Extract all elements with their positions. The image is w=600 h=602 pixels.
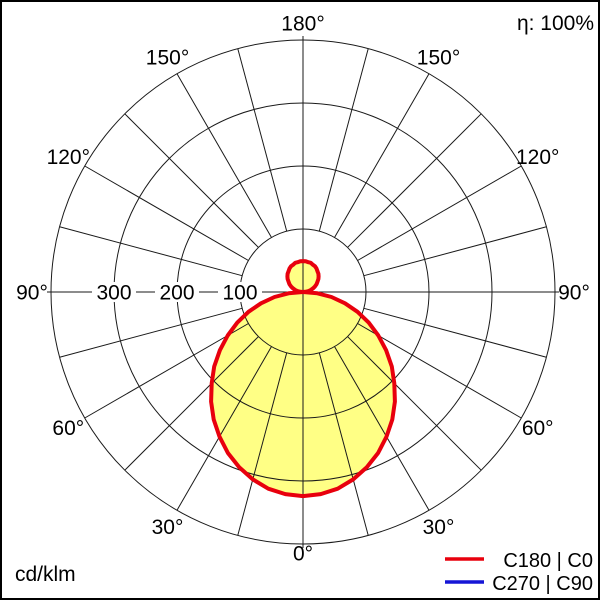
grid-spoke <box>363 307 547 358</box>
grid-spoke <box>124 113 259 248</box>
grid-spoke <box>357 165 522 261</box>
grid-spoke <box>347 113 482 248</box>
legend: C180 | C0 C270 | C90 <box>445 550 593 595</box>
angle-label: 150° <box>146 47 189 70</box>
grid-spoke <box>84 323 249 419</box>
radial-tick-label: 100 <box>222 281 257 304</box>
angle-label: 90° <box>16 281 48 304</box>
angle-label: 0° <box>293 542 313 565</box>
grid-spoke <box>347 336 482 471</box>
radial-tick-label: 300 <box>96 281 131 304</box>
grid-spoke <box>334 346 430 511</box>
radial-tick-mask <box>218 282 262 302</box>
grid-spoke <box>84 165 249 261</box>
grid-spoke <box>59 307 243 358</box>
grid-spoke <box>237 352 288 536</box>
intensity-curve <box>209 259 397 499</box>
radial-tick-label: 200 <box>159 281 194 304</box>
angle-label: 90° <box>558 281 590 304</box>
grid-spoke <box>357 323 522 419</box>
grid-spoke <box>124 336 259 471</box>
polar-grid <box>47 36 559 548</box>
radial-tick-mask <box>155 282 199 302</box>
angle-label: 30° <box>423 516 455 539</box>
angle-label: 30° <box>152 516 184 539</box>
angle-label: 150° <box>417 47 460 70</box>
angle-label: 180° <box>281 12 324 35</box>
legend-label-c270-c90: C270 | C90 <box>492 573 593 595</box>
grid-spoke <box>176 73 272 238</box>
grid-spoke <box>59 226 243 277</box>
legend-label-c180-c0: C180 | C0 <box>503 550 593 572</box>
angle-label: 120° <box>47 146 90 169</box>
grid-spoke <box>363 226 547 277</box>
unit-label: cd/klm <box>15 563 76 586</box>
gamma-angle-labels: 180° 150° 150° 120° 120° 90° 90° 60° 60° 30° 30° 0° <box>16 12 590 565</box>
grid-spoke <box>318 352 369 536</box>
radial-tick-labels: 300 200 100 <box>92 281 262 304</box>
efficiency-label: η: 100% <box>517 12 594 35</box>
intensity-lobe-outline <box>209 259 397 499</box>
grid-spoke <box>237 48 288 232</box>
grid-spoke <box>318 48 369 232</box>
angle-label: 120° <box>516 146 559 169</box>
angle-label: 60° <box>522 417 554 440</box>
grid-spoke <box>334 73 430 238</box>
radial-tick-mask <box>92 282 136 302</box>
angle-label: 60° <box>52 417 84 440</box>
grid-spoke <box>176 346 272 511</box>
